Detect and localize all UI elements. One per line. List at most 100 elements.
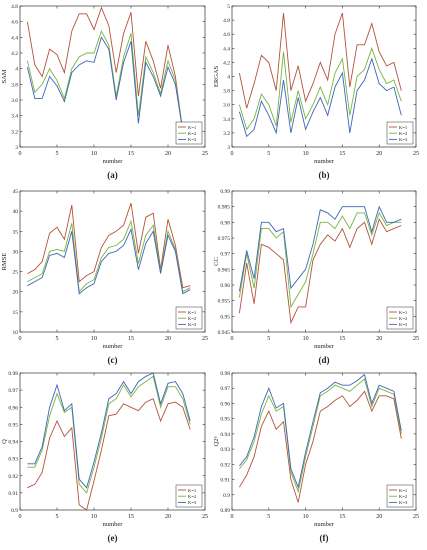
x-tick-label: 15	[339, 514, 345, 520]
x-tick-label: 5	[56, 151, 59, 157]
x-tick-label: 20	[376, 151, 382, 157]
y-tick-label: 4.2	[223, 60, 230, 66]
y-tick-label: 0.98	[220, 220, 230, 226]
x-tick-label: 0	[19, 336, 22, 342]
y-tick-label: 3.2	[223, 131, 230, 137]
panel-label: (e)	[108, 533, 118, 543]
y-tick-label: 40	[13, 209, 19, 215]
y-tick-label: 10	[13, 330, 19, 336]
panel-5: 0 5 10 15 20 25 0.9 0.91 0.92 0.93 0.94 0.95 0.96 0.9…	[1, 371, 208, 543]
plot-area	[19, 190, 206, 333]
y-tick-label: 0.9	[11, 508, 18, 514]
y-tick-label: 3	[15, 145, 18, 151]
y-tick-label: 4.6	[223, 32, 230, 38]
x-tick-label: 5	[56, 514, 59, 520]
series-line-K=1	[26, 6, 191, 132]
y-tick-label: 0.94	[220, 432, 230, 438]
legend-label: K=2	[188, 494, 197, 499]
y-tick-label: 0.92	[8, 474, 18, 480]
series-line-K=3	[27, 372, 191, 489]
y-tick-label: 4	[15, 67, 18, 73]
x-tick-label: 15	[339, 336, 345, 342]
legend-label: K=1	[188, 488, 197, 493]
panel-4: 0 5 10 15 20 25 0.945 0.95 0.955 0.96 0.965 0.97 0.9…	[213, 189, 419, 365]
y-tick-label: 0.945	[218, 330, 231, 336]
x-tick-label: 0	[19, 514, 22, 520]
x-axis-label: number	[314, 343, 335, 350]
y-axis-label: SAM	[1, 69, 8, 83]
y-tick-label: 3	[227, 145, 230, 151]
legend-label: K=2	[399, 316, 408, 321]
y-tick-label: 0.99	[220, 189, 230, 195]
legend-label: K=2	[188, 316, 197, 321]
x-tick-label: 0	[231, 151, 234, 157]
y-tick-label: 0.91	[220, 478, 230, 484]
x-axis-label: number	[103, 158, 124, 165]
y-axis-label: RMSE	[1, 253, 8, 271]
x-axis-label: number	[103, 521, 124, 528]
y-tick-label: 0.97	[8, 388, 18, 394]
x-tick-label: 25	[202, 336, 208, 342]
series-line-K=1	[238, 218, 402, 325]
y-tick-label: 4.2	[11, 51, 18, 57]
y-tick-label: 0.965	[218, 267, 231, 273]
series-line-K=2	[238, 211, 402, 309]
series-line-K=2	[238, 46, 402, 131]
x-tick-label: 20	[165, 336, 171, 342]
panel-label: (a)	[107, 170, 118, 180]
panel-label: (b)	[319, 170, 330, 180]
x-tick-label: 25	[413, 514, 419, 520]
x-tick-label: 5	[56, 336, 59, 342]
x-tick-label: 10	[303, 336, 309, 342]
y-tick-label: 0.98	[8, 371, 18, 377]
y-tick-label: 0.97	[220, 386, 230, 392]
y-tick-label: 0.985	[218, 205, 231, 211]
y-tick-label: 0.9	[223, 493, 230, 499]
x-tick-label: 15	[128, 514, 134, 520]
legend-label: K=2	[399, 494, 408, 499]
y-tick-label: 0.95	[220, 314, 230, 320]
legend-label: K=1	[399, 125, 408, 130]
series-line-K=3	[238, 57, 402, 138]
y-tick-label: 3.8	[223, 89, 230, 95]
x-tick-label: 20	[376, 514, 382, 520]
y-axis-label: ERGAS	[213, 65, 220, 87]
y-tick-label: 4.4	[11, 35, 18, 41]
legend: K=1K=2K=3	[175, 484, 203, 508]
x-tick-label: 0	[19, 151, 22, 157]
y-tick-label: 3.6	[223, 103, 230, 109]
legend: K=1K=2K=3	[386, 306, 414, 330]
y-tick-label: 0.95	[220, 417, 230, 423]
x-tick-label: 10	[91, 514, 97, 520]
x-tick-label: 0	[231, 336, 234, 342]
y-tick-label: 20	[13, 290, 19, 296]
legend-label: K=3	[399, 322, 408, 327]
panel-3: 0 5 10 15 20 251015202530354045numberRMSEK=1K…	[1, 189, 208, 365]
panel-label: (d)	[319, 355, 330, 365]
legend-box	[175, 484, 203, 508]
legend-label: K=3	[399, 500, 408, 505]
x-tick-label: 15	[128, 336, 134, 342]
y-tick-label: 0.95	[8, 422, 18, 428]
x-tick-label: 15	[128, 151, 134, 157]
y-tick-label: 30	[13, 249, 19, 255]
y-tick-label: 0.93	[220, 447, 230, 453]
y-tick-label: 45	[13, 189, 19, 195]
legend-label: K=1	[399, 310, 408, 315]
x-tick-label: 25	[202, 151, 208, 157]
x-tick-label: 25	[202, 514, 208, 520]
y-tick-label: 0.975	[218, 236, 231, 242]
x-tick-label: 20	[165, 514, 171, 520]
series-line-K=3	[27, 227, 191, 295]
x-tick-label: 5	[267, 151, 270, 157]
y-axis-label: Q2ⁿ	[213, 437, 220, 447]
legend: K=1K=2K=3	[175, 121, 203, 145]
x-tick-label: 5	[267, 514, 270, 520]
legend-label: K=2	[188, 131, 197, 136]
legend-box	[175, 306, 203, 330]
legend-box	[386, 306, 414, 330]
series-line-K=2	[26, 29, 191, 132]
y-tick-label: 3.2	[11, 129, 18, 135]
x-tick-label: 20	[376, 336, 382, 342]
y-tick-label: 35	[13, 229, 19, 235]
